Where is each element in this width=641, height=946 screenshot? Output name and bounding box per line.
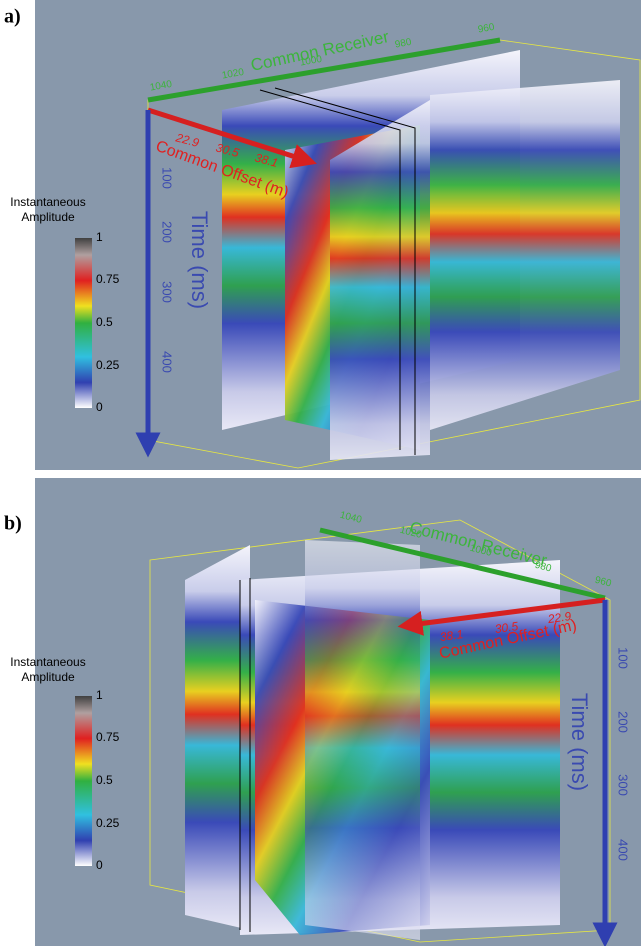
colorbar — [75, 238, 92, 408]
colorbar-tick-label: 0 — [96, 858, 103, 872]
receiver-tick-label: 980 — [394, 37, 413, 51]
colorbar-tick-label: 0.5 — [96, 773, 113, 787]
colorbar-tick-label: 0.25 — [96, 816, 120, 830]
time-axis-title: Time (ms) — [187, 211, 212, 309]
panel-b: b) Common Receiver 1040 1020 1000 980 96… — [4, 478, 641, 946]
colorbar-tick-label: 1 — [96, 688, 103, 702]
colorbar-title: Amplitude — [21, 210, 75, 224]
receiver-tick-label: 1000 — [469, 543, 494, 559]
time-tick-label: 100 — [160, 167, 175, 189]
panel-label: b) — [4, 513, 22, 535]
colorbar — [75, 696, 92, 866]
receiver-tick-label: 1020 — [399, 525, 424, 541]
frame-line — [259, 89, 401, 450]
time-tick-label: 200 — [160, 221, 175, 243]
time-tick-label: 300 — [160, 281, 175, 303]
receiver-tick-label: 1000 — [299, 54, 323, 69]
receiver-tick-label: 960 — [594, 575, 613, 590]
offset-tick-label: 22.9 — [173, 130, 200, 150]
offset-tick-label: 30.5 — [214, 140, 240, 160]
receiver-tick-label: 1020 — [221, 67, 245, 82]
seismic-slice — [305, 540, 420, 940]
receiver-tick-label: 960 — [477, 22, 496, 36]
panel-label: a) — [4, 6, 21, 28]
colorbar-tick-label: 0.75 — [96, 272, 120, 286]
seismic-slice — [330, 100, 430, 460]
offset-tick-label: 30.5 — [494, 619, 519, 636]
receiver-tick-label: 980 — [534, 560, 553, 575]
colorbar-tick-label: 1 — [96, 230, 103, 244]
frame-line — [274, 87, 416, 455]
time-tick-label: 200 — [616, 711, 631, 733]
offset-axis — [147, 107, 317, 169]
receiver-tick-label: 1040 — [149, 79, 173, 94]
seismic-slice — [185, 545, 250, 930]
time-axis-title: Time (ms) — [567, 693, 592, 791]
colorbar-tick-label: 0 — [96, 400, 103, 414]
colorbar-tick-label: 0.75 — [96, 730, 120, 744]
receiver-tick-label: 1040 — [339, 510, 364, 526]
time-tick-label: 300 — [616, 774, 631, 796]
colorbar-tick-label: 0.5 — [96, 315, 113, 329]
offset-axis — [397, 597, 606, 636]
offset-tick-label: 38.1 — [439, 627, 464, 644]
colorbar-title: Instantaneous — [10, 195, 85, 209]
receiver-axis — [319, 527, 606, 601]
colorbar-title: Amplitude — [21, 670, 75, 684]
time-tick-label: 400 — [160, 351, 175, 373]
offset-tick-label: 38.1 — [253, 150, 279, 170]
time-tick-label: 400 — [616, 839, 631, 861]
colorbar-title: Instantaneous — [10, 655, 85, 669]
panel-a: a) Common Receiver 1040 1020 1000 980 96… — [4, 0, 641, 470]
time-tick-label: 100 — [616, 647, 631, 669]
offset-tick-label: 22.9 — [546, 609, 572, 626]
receiver-axis — [147, 37, 501, 103]
seismic-slice — [430, 80, 620, 430]
colorbar-tick-label: 0.25 — [96, 358, 120, 372]
